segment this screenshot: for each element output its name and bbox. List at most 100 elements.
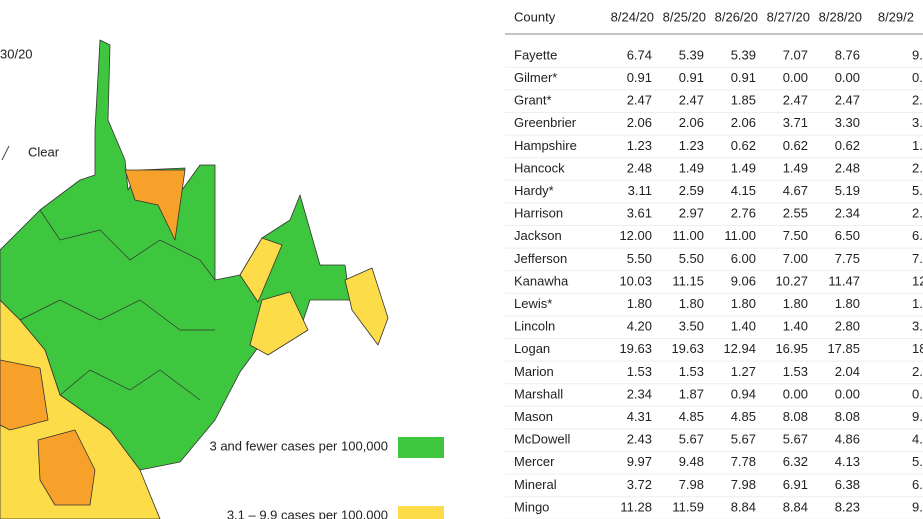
column-header: 8/27/20 bbox=[767, 9, 810, 24]
cell: 11.00 bbox=[724, 228, 756, 243]
cell: 5.39 bbox=[679, 47, 704, 62]
cell: 1.23 bbox=[679, 138, 704, 153]
cell: 8.84 bbox=[783, 499, 808, 514]
cell: 1.23 bbox=[627, 138, 652, 153]
cell: 2.04 bbox=[835, 364, 860, 379]
cell: 0.62 bbox=[731, 138, 756, 153]
cell: 6.3 bbox=[912, 477, 923, 492]
column-header: 8/26/20 bbox=[715, 9, 758, 24]
cell: 10.03 bbox=[619, 273, 652, 288]
cell: 1.49 bbox=[783, 160, 808, 175]
cell: 6.50 bbox=[835, 228, 860, 243]
cell: 1.49 bbox=[731, 160, 756, 175]
cell: 2.97 bbox=[679, 206, 704, 221]
cell: 11.00 bbox=[672, 228, 704, 243]
cell: Jefferson bbox=[514, 251, 567, 266]
cell: 4.85 bbox=[731, 409, 756, 424]
cell: 0.00 bbox=[783, 386, 808, 401]
cell: Grant* bbox=[514, 93, 552, 108]
cell: 8.76 bbox=[835, 47, 860, 62]
cell: 19.63 bbox=[671, 341, 704, 356]
cell: 2.47 bbox=[679, 93, 704, 108]
legend-swatch bbox=[398, 506, 444, 519]
cell: 4.85 bbox=[679, 409, 704, 424]
cell: 7.98 bbox=[731, 477, 756, 492]
cell: 12.00 bbox=[619, 228, 652, 243]
cell: 9.97 bbox=[627, 454, 652, 469]
cell: 4.67 bbox=[783, 183, 808, 198]
cell: 4.20 bbox=[627, 319, 652, 334]
cell: 0.91 bbox=[627, 70, 652, 85]
cell: 4.86 bbox=[835, 432, 860, 447]
cell: 0.00 bbox=[783, 70, 808, 85]
cell: 5.19 bbox=[835, 183, 860, 198]
cell: Gilmer* bbox=[514, 70, 557, 85]
cell: 5.67 bbox=[731, 432, 756, 447]
cell: 3.30 bbox=[835, 115, 860, 130]
cell: 4.31 bbox=[627, 409, 652, 424]
cell: 2. bbox=[912, 206, 923, 221]
cell: 1.85 bbox=[731, 93, 756, 108]
cell: 2.4 bbox=[912, 93, 923, 108]
cell: Greenbrier bbox=[514, 115, 577, 130]
cell: 17.85 bbox=[827, 341, 860, 356]
cell: 0.62 bbox=[783, 138, 808, 153]
cell: Hancock bbox=[514, 160, 565, 175]
cell: 2.06 bbox=[731, 115, 756, 130]
cell: Kanawha bbox=[514, 273, 569, 288]
cell: 7.0 bbox=[912, 251, 923, 266]
cell: 3.3 bbox=[912, 115, 923, 130]
region-yellow bbox=[239, 237, 283, 303]
cell: 3.5 bbox=[912, 319, 923, 334]
cell: 0.91 bbox=[731, 70, 756, 85]
clear-button[interactable]: Clear bbox=[28, 144, 60, 159]
cell: 1.80 bbox=[627, 296, 652, 311]
cell: 2.34 bbox=[627, 386, 652, 401]
cell: 1.80 bbox=[679, 296, 704, 311]
region-green bbox=[0, 39, 351, 471]
cell: 7.00 bbox=[783, 251, 808, 266]
column-header: 8/29/2 bbox=[878, 9, 914, 24]
cell: 1.53 bbox=[627, 364, 652, 379]
county-lines bbox=[39, 209, 216, 281]
cell: 5.50 bbox=[627, 251, 652, 266]
cell: 1.80 bbox=[835, 296, 860, 311]
cell: 5.67 bbox=[783, 432, 808, 447]
county-lines bbox=[19, 299, 215, 331]
cell: Marion bbox=[514, 364, 554, 379]
clear-icon bbox=[1, 145, 10, 161]
cell: 1.2 bbox=[912, 138, 923, 153]
map bbox=[0, 39, 389, 519]
region-yellow bbox=[344, 267, 389, 346]
cell: 11.15 bbox=[672, 273, 704, 288]
cell: 2.80 bbox=[835, 319, 860, 334]
cell: 2.06 bbox=[627, 115, 652, 130]
cell: 9.7 bbox=[912, 47, 923, 62]
cell: 7.50 bbox=[783, 228, 808, 243]
cell: 18.1 bbox=[912, 341, 923, 356]
cell: Lewis* bbox=[514, 296, 552, 311]
cell: 8.08 bbox=[835, 409, 860, 424]
cell: 7.98 bbox=[679, 477, 704, 492]
cell: 2.06 bbox=[679, 115, 704, 130]
cell: 6.91 bbox=[783, 477, 808, 492]
cell: 16.95 bbox=[775, 341, 808, 356]
cell: 3.72 bbox=[627, 477, 652, 492]
cell: 5.1 bbox=[912, 183, 923, 198]
legend-label: 3 and fewer cases per 100,000 bbox=[209, 438, 388, 453]
cell: 0.0 bbox=[912, 386, 923, 401]
cell: 5.39 bbox=[731, 47, 756, 62]
cell: 1.49 bbox=[679, 160, 704, 175]
cell: 0.94 bbox=[731, 386, 756, 401]
title: 30/20 bbox=[0, 46, 33, 61]
cell: 6.38 bbox=[835, 477, 860, 492]
cell: 5.67 bbox=[679, 432, 704, 447]
cell: 2.47 bbox=[627, 93, 652, 108]
cell: Marshall bbox=[514, 386, 563, 401]
cell: 9.1 bbox=[912, 499, 923, 514]
cell: 8.23 bbox=[835, 499, 860, 514]
cell: 6.32 bbox=[783, 454, 808, 469]
cell: McDowell bbox=[514, 432, 570, 447]
cell: Logan bbox=[514, 341, 550, 356]
